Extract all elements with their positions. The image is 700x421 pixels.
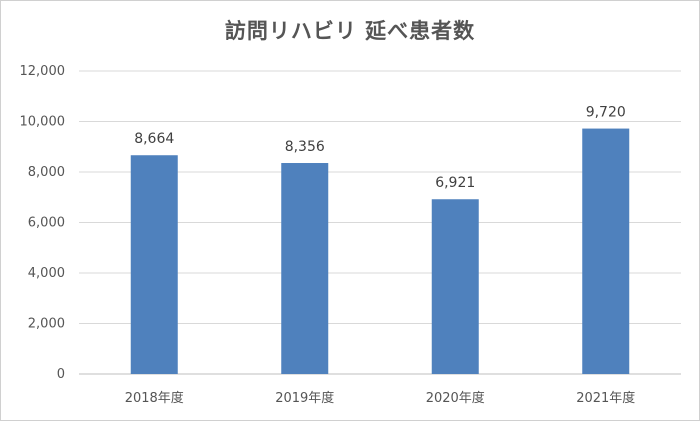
data-label: 8,664 [134, 131, 174, 147]
y-tick-label: 0 [57, 367, 65, 382]
bar [582, 128, 630, 374]
data-label: 6,921 [435, 175, 475, 191]
x-tick-label: 2018年度 [125, 390, 184, 406]
bar [281, 163, 329, 374]
y-tick-label: 10,000 [20, 115, 66, 130]
x-tick-label: 2020年度 [426, 390, 485, 406]
y-tick-label: 6,000 [28, 216, 65, 231]
chart-title: 訪問リハビリ 延べ患者数 [224, 19, 476, 43]
bar [130, 155, 178, 374]
y-tick-label: 12,000 [20, 64, 66, 79]
x-tick-label: 2019年度 [275, 390, 334, 406]
bar [431, 199, 479, 374]
y-tick-label: 2,000 [28, 317, 65, 332]
x-tick-label: 2021年度 [576, 390, 635, 406]
data-label: 8,356 [285, 139, 325, 155]
data-label: 9,720 [586, 105, 626, 121]
y-tick-label: 8,000 [28, 165, 65, 180]
y-tick-label: 4,000 [28, 266, 65, 281]
